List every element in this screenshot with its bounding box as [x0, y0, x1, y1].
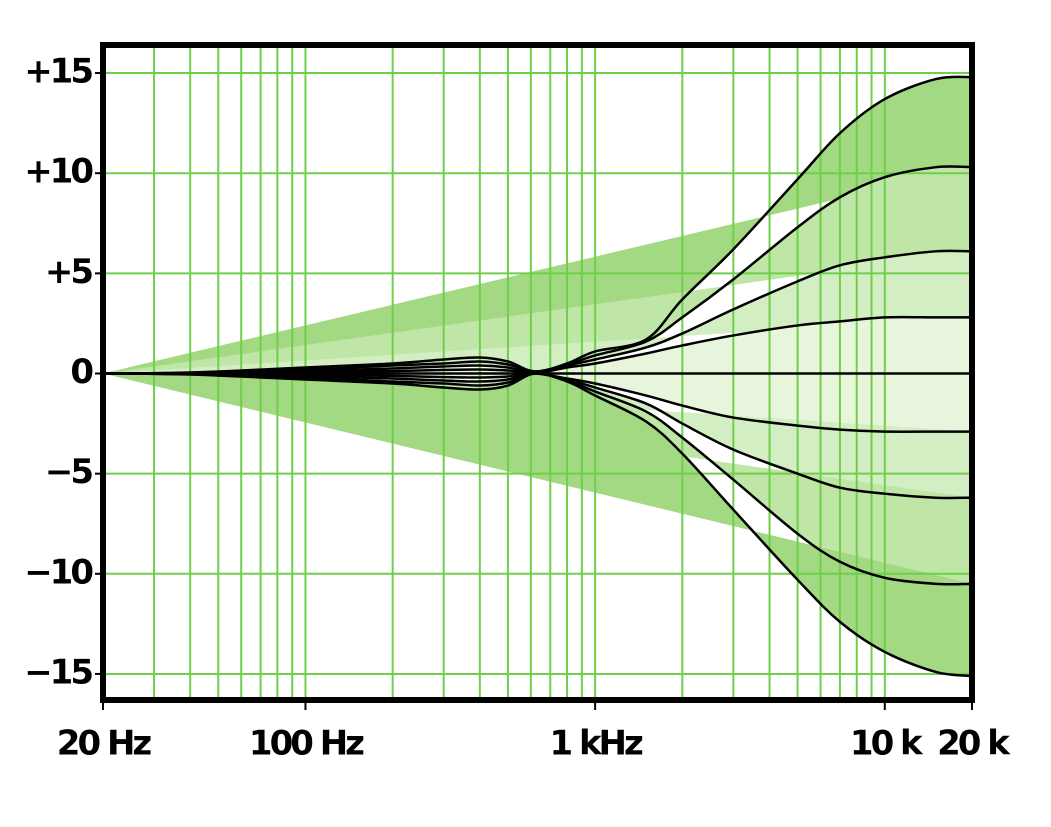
- x-tick-label: 20 Hz: [57, 724, 152, 764]
- band-area: [103, 317, 972, 374]
- response-curve: [102, 372, 972, 433]
- x-tick-label: 100 Hz: [249, 724, 364, 764]
- x-tick-label: 1 kHz: [549, 724, 643, 764]
- y-tick-label: 0: [70, 352, 93, 392]
- y-tick-label: −10: [24, 552, 93, 592]
- y-tick-label: +15: [24, 52, 92, 92]
- y-tick-label: −5: [45, 452, 92, 492]
- response-curve: [102, 249, 973, 375]
- y-tick-label: −15: [24, 652, 92, 692]
- y-tick-label: +10: [24, 152, 93, 192]
- x-tick-label: 10 k: [850, 724, 924, 764]
- response-curve: [102, 75, 973, 375]
- response-curve: [102, 372, 973, 586]
- x-tick-label: 20 k: [937, 724, 1011, 764]
- y-tick-label: +5: [45, 252, 92, 292]
- plot-frame: [100, 42, 975, 703]
- response-curve: [102, 165, 973, 375]
- response-curve: [102, 315, 972, 375]
- response-curve: [102, 372, 973, 678]
